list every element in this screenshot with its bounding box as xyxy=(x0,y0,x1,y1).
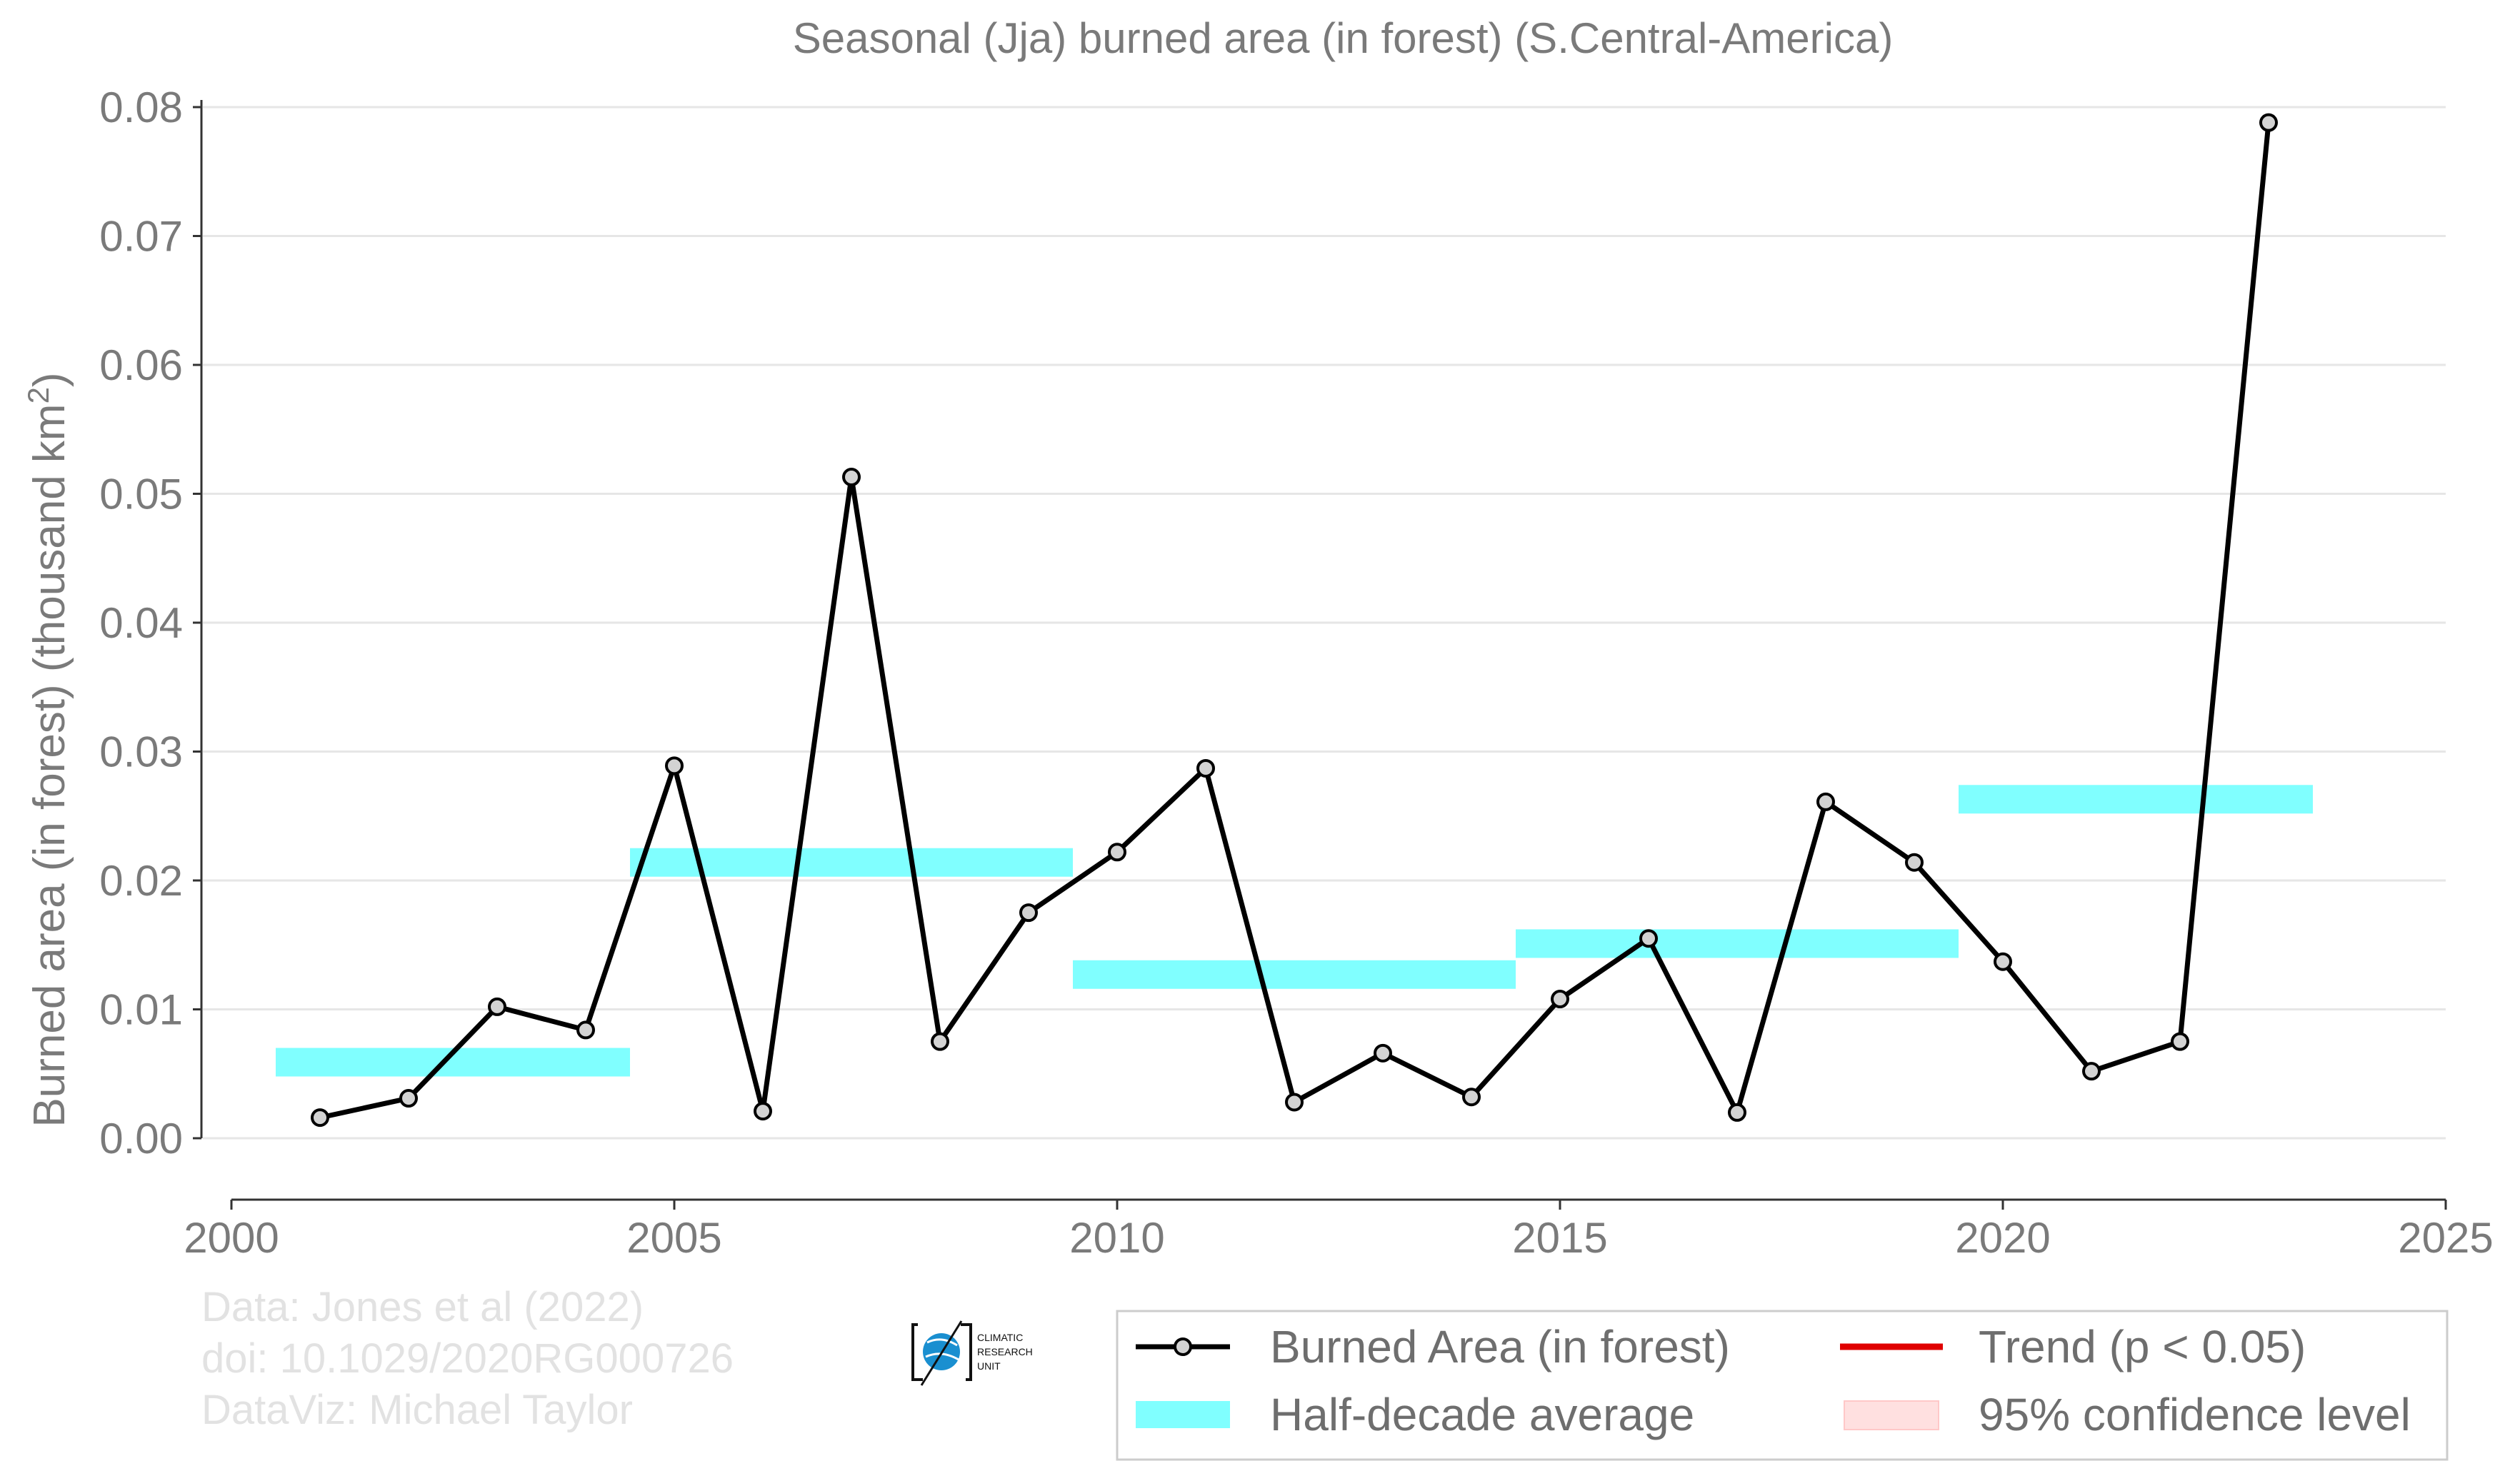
y-axis: 0.00 0.01 0.02 0.03 0.04 0.05 0.06 0.07 0.08 xyxy=(99,84,203,1163)
data-point xyxy=(1196,758,1215,778)
x-tick-label: 2025 xyxy=(2398,1214,2493,1262)
y-tick-label: 0.08 xyxy=(99,84,183,131)
legend-label-trend: Trend (p < 0.05) xyxy=(1979,1321,2306,1372)
logo-line-3: UNIT xyxy=(977,1360,1001,1372)
y-tick-label: 0.03 xyxy=(99,728,183,776)
data-point xyxy=(2259,113,2278,132)
y-tick-label: 0.04 xyxy=(99,599,183,647)
logo-line-1: CLIMATIC xyxy=(977,1332,1023,1343)
data-point xyxy=(1374,1043,1392,1063)
data-point xyxy=(1639,929,1658,948)
data-point xyxy=(488,997,506,1016)
x-tick-label: 2015 xyxy=(1512,1214,1607,1262)
x-tick-label: 2010 xyxy=(1069,1214,1164,1262)
legend-item-half-decade: Half-decade average xyxy=(1136,1389,1694,1440)
data-point xyxy=(399,1089,418,1108)
y-tick-label: 0.01 xyxy=(99,986,183,1034)
data-point xyxy=(1108,843,1126,862)
y-tick-label: 0.07 xyxy=(99,213,183,261)
data-point xyxy=(1728,1103,1746,1122)
legend-item-trend: Trend (p < 0.05) xyxy=(1840,1321,2306,1372)
x-tick-label: 2005 xyxy=(626,1214,721,1262)
data-point xyxy=(1905,853,1924,872)
y-tick-label: 0.02 xyxy=(99,857,183,905)
logo-line-2: RESEARCH xyxy=(977,1346,1033,1357)
data-point xyxy=(1285,1093,1304,1112)
data-point xyxy=(1994,952,2012,971)
data-point xyxy=(1462,1088,1481,1107)
data-point xyxy=(665,756,684,775)
half-decade-bars xyxy=(276,785,2313,1077)
data-point xyxy=(311,1108,329,1128)
legend-item-burned-area: Burned Area (in forest) xyxy=(1136,1321,1730,1372)
half-decade-bar xyxy=(1516,929,1959,958)
data-point xyxy=(842,468,861,487)
data-point xyxy=(754,1102,772,1121)
data-point xyxy=(931,1032,949,1051)
half-decade-bar xyxy=(1073,960,1516,989)
legend-label-burned-area: Burned Area (in forest) xyxy=(1270,1321,1730,1372)
credit-doi: doi: 10.1029/2020RG000726 xyxy=(201,1335,734,1382)
data-point xyxy=(1816,792,1835,811)
legend-box xyxy=(1116,1310,2449,1461)
burned-area-series xyxy=(311,113,2278,1128)
data-point xyxy=(2082,1062,2101,1081)
y-axis-label: Burned area (in forest) (thousand km2) xyxy=(21,372,74,1127)
y-tick-label: 0.05 xyxy=(99,471,183,518)
data-point xyxy=(2171,1032,2189,1051)
credit-data-source: Data: Jones et al (2022) xyxy=(201,1284,644,1330)
legend: Burned Area (in forest) Half-decade aver… xyxy=(1116,1310,2449,1461)
x-tick-label: 2000 xyxy=(184,1214,279,1262)
data-point xyxy=(1551,990,1569,1009)
gridlines xyxy=(203,106,2446,1140)
data-point xyxy=(576,1020,595,1040)
credit-dataviz: DataViz: Michael Taylor xyxy=(201,1387,633,1433)
legend-item-confidence: 95% confidence level xyxy=(1844,1389,2411,1440)
y-tick-label: 0.06 xyxy=(99,341,183,389)
legend-label-half-decade: Half-decade average xyxy=(1270,1389,1694,1440)
chart-title: Seasonal (Jja) burned area (in forest) (… xyxy=(793,14,1894,62)
y-tick-label: 0.00 xyxy=(99,1115,183,1163)
half-decade-bar xyxy=(1959,785,2313,814)
legend-label-confidence: 95% confidence level xyxy=(1979,1389,2411,1440)
x-tick-label: 2020 xyxy=(1955,1214,2050,1262)
data-point xyxy=(1019,903,1038,923)
x-axis: 2000 2005 2010 2015 2020 2025 xyxy=(184,1198,2494,1262)
cru-logo: CLIMATIC RESEARCH UNIT xyxy=(911,1320,1033,1386)
